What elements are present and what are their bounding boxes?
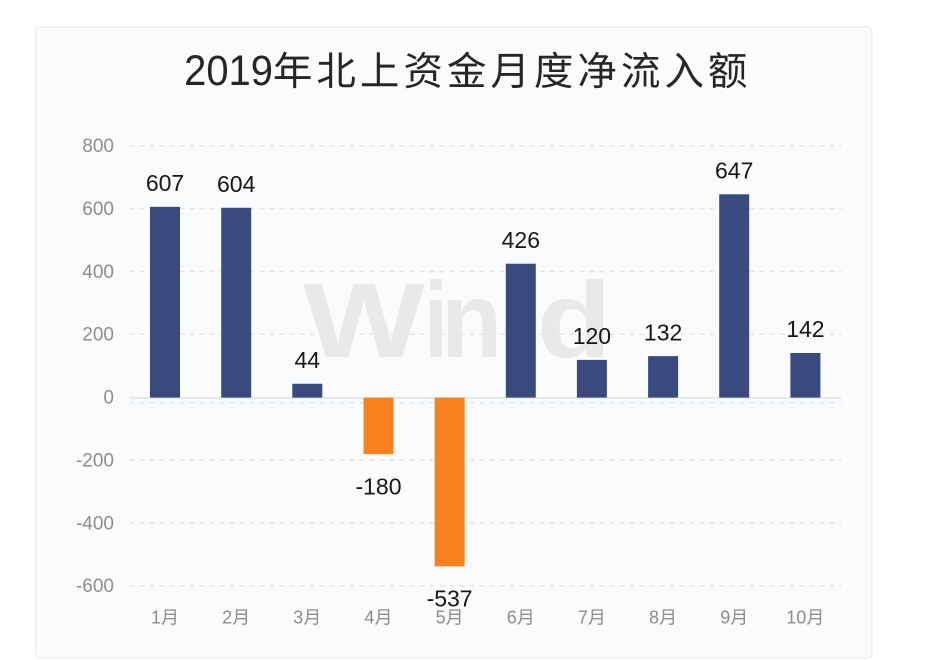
svg-text:142: 142: [786, 316, 824, 342]
svg-text:200: 200: [82, 325, 114, 346]
svg-text:132: 132: [644, 319, 682, 345]
svg-text:2: 2: [222, 608, 232, 628]
svg-text:647: 647: [715, 158, 753, 184]
svg-text:3: 3: [293, 608, 303, 628]
svg-text:8: 8: [649, 608, 659, 628]
svg-text:-600: -600: [76, 576, 114, 597]
svg-text:W: W: [303, 262, 425, 380]
svg-text:400: 400: [82, 262, 114, 283]
svg-text:44: 44: [295, 347, 321, 373]
svg-text:0: 0: [103, 388, 114, 409]
svg-text:5: 5: [436, 608, 446, 628]
svg-text:426: 426: [502, 227, 540, 253]
svg-text:2019: 2019: [184, 47, 273, 94]
svg-text:4: 4: [364, 608, 374, 628]
svg-text:10: 10: [786, 608, 806, 628]
svg-text:6: 6: [507, 608, 517, 628]
svg-text:9: 9: [720, 608, 730, 628]
svg-text:-200: -200: [76, 450, 114, 471]
svg-text:-400: -400: [76, 513, 114, 534]
svg-text:-180: -180: [355, 473, 401, 499]
svg-text:607: 607: [146, 170, 184, 196]
svg-text:i: i: [424, 259, 448, 380]
svg-text:800: 800: [82, 136, 114, 157]
svg-text:n: n: [441, 261, 502, 381]
svg-text:-537: -537: [427, 586, 473, 612]
svg-text:120: 120: [573, 323, 611, 349]
svg-text:7: 7: [578, 608, 588, 628]
svg-text:1: 1: [151, 608, 161, 628]
svg-text:604: 604: [217, 171, 256, 197]
svg-text:600: 600: [82, 199, 114, 220]
